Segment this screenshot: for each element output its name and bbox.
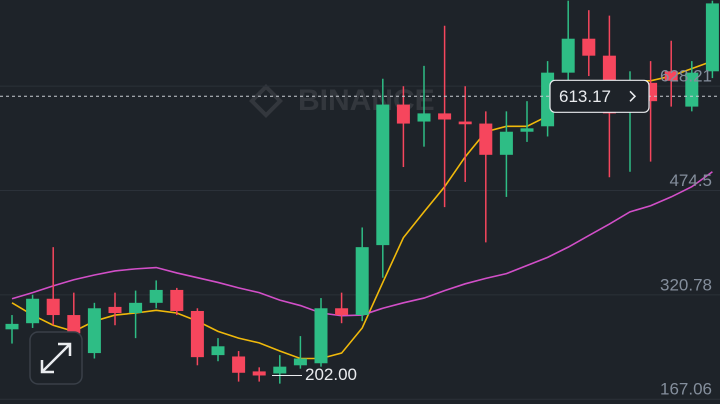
candle-body <box>499 131 513 155</box>
candle-body <box>26 298 40 324</box>
candle-body <box>46 298 60 316</box>
expand-button[interactable] <box>29 331 83 385</box>
candle-body <box>314 308 328 364</box>
watermark-text: BINANCE <box>298 84 435 117</box>
candle-body <box>417 113 431 122</box>
last-price-chevron <box>629 90 637 102</box>
watermark: BINANCE <box>249 84 435 118</box>
candle-body <box>190 310 204 358</box>
candle-body <box>582 38 596 56</box>
candle-body <box>293 358 307 366</box>
candle-body <box>5 323 19 330</box>
last-price-label: 613.17 <box>559 87 611 106</box>
candle-body <box>108 306 122 314</box>
candle-body <box>129 302 143 314</box>
candle-body <box>232 356 246 373</box>
candle-body <box>705 3 719 72</box>
candle-body <box>376 104 390 246</box>
candle-body <box>438 113 452 120</box>
candle-body <box>67 315 81 334</box>
candle-body <box>561 38 575 73</box>
candle-body <box>335 308 349 316</box>
candle-body <box>149 289 163 303</box>
candle-body <box>211 346 225 356</box>
candle-body <box>252 371 266 376</box>
candle-body <box>87 308 101 354</box>
annotation-label: 202.00 <box>305 365 357 384</box>
last-price-box <box>549 79 650 113</box>
y-tick-label: 628.21 <box>660 67 712 86</box>
candle-body <box>685 72 699 107</box>
y-tick-label: 474.5 <box>669 171 712 190</box>
candle-body <box>479 123 493 155</box>
candle-body <box>355 247 369 316</box>
candle-body <box>664 71 678 81</box>
y-tick-label: 320.78 <box>660 275 712 294</box>
candle-body <box>520 128 534 132</box>
candle-body <box>396 104 410 124</box>
candle-body <box>273 366 287 374</box>
candle-body <box>170 289 184 311</box>
y-tick-label: 167.06 <box>660 380 712 399</box>
candle-body <box>458 121 472 125</box>
